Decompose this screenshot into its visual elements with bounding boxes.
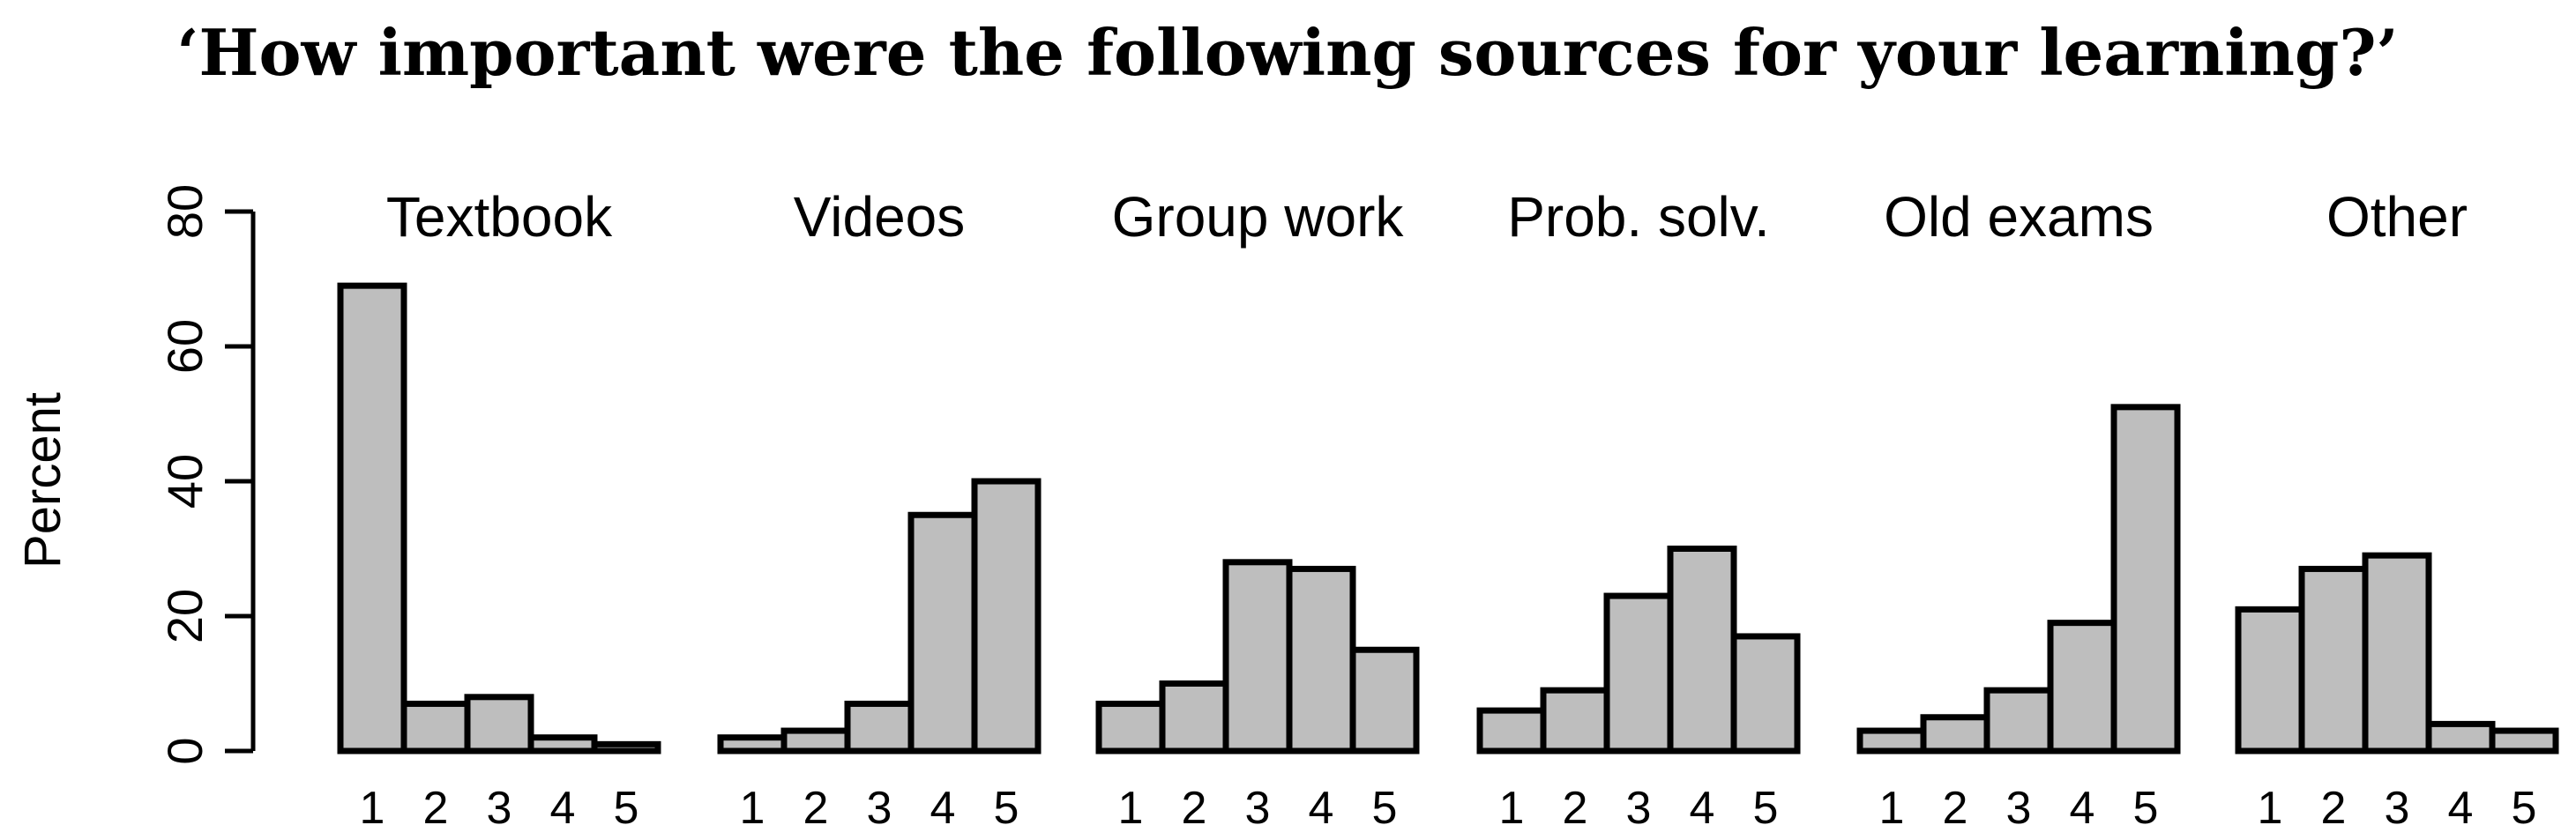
bar xyxy=(1856,727,1927,755)
bar xyxy=(717,734,788,755)
bar xyxy=(2047,620,2117,755)
bar xyxy=(1222,559,1293,755)
panel-label: Other xyxy=(2326,185,2468,249)
x-tick-label: 3 xyxy=(1245,783,1271,834)
x-tick-label: 4 xyxy=(2448,783,2474,834)
x-tick-label: 4 xyxy=(930,783,956,834)
x-tick-label: 2 xyxy=(803,783,829,834)
bar xyxy=(971,478,1042,755)
y-tick-label: 80 xyxy=(157,184,213,239)
bar xyxy=(337,282,407,755)
x-tick-label: 2 xyxy=(423,783,449,834)
panel-videos: Videos 1 2 3 4 5 xyxy=(717,185,1042,834)
x-tick-label: 1 xyxy=(740,783,765,834)
x-tick-label: 5 xyxy=(1372,783,1398,834)
y-axis: 0 20 40 60 80 xyxy=(157,184,256,765)
panel-group-work: Group work 1 2 3 4 5 xyxy=(1095,185,1420,834)
bar xyxy=(2235,606,2305,755)
panel-label: Group work xyxy=(1112,185,1405,249)
x-tick-label: 3 xyxy=(487,783,512,834)
bar xyxy=(907,511,978,755)
bar xyxy=(591,740,661,755)
panel-label: Videos xyxy=(794,185,966,249)
bar xyxy=(1667,546,1737,755)
panel-old-exams: Old exams 1 2 3 4 5 xyxy=(1856,185,2181,834)
panel-label: Prob. solv. xyxy=(1507,185,1770,249)
chart-title: ‘How important were the following source… xyxy=(176,15,2398,90)
bar xyxy=(2425,720,2496,755)
bar xyxy=(780,727,851,755)
bar xyxy=(1349,646,1420,755)
bar xyxy=(464,694,534,755)
panel-label: Old exams xyxy=(1884,185,2154,249)
bar xyxy=(2110,404,2181,755)
bar xyxy=(2298,565,2369,755)
panel-label: Textbook xyxy=(386,185,613,249)
bar xyxy=(1159,680,1229,755)
x-tick-label: 1 xyxy=(1118,783,1144,834)
x-tick-label: 4 xyxy=(1690,783,1715,834)
bar xyxy=(2362,552,2432,755)
x-tick-label: 2 xyxy=(1943,783,1968,834)
x-tick-label: 5 xyxy=(1753,783,1779,834)
x-tick-label: 5 xyxy=(994,783,1019,834)
x-tick-label: 3 xyxy=(867,783,892,834)
y-tick-label: 60 xyxy=(157,319,213,374)
panel-other: Other 1 2 3 4 5 xyxy=(2235,185,2559,834)
bar xyxy=(1476,707,1547,755)
bar xyxy=(1095,700,1166,755)
x-tick-label: 1 xyxy=(360,783,385,834)
bar xyxy=(1730,633,1801,755)
panel-prob-solv: Prob. solv. 1 2 3 4 5 xyxy=(1476,185,1801,834)
bar xyxy=(1286,565,1356,755)
x-tick-label: 1 xyxy=(1499,783,1525,834)
x-tick-label: 4 xyxy=(550,783,576,834)
bar xyxy=(400,700,471,755)
x-tick-label: 5 xyxy=(2133,783,2159,834)
bar xyxy=(1920,714,1990,755)
x-tick-label: 5 xyxy=(2512,783,2537,834)
bar xyxy=(1540,687,1610,755)
panel-textbook: Textbook 1 2 3 4 5 xyxy=(337,185,661,834)
x-tick-label: 5 xyxy=(614,783,639,834)
x-tick-label: 1 xyxy=(2258,783,2283,834)
bar xyxy=(2489,727,2559,755)
y-tick-label: 0 xyxy=(157,737,213,764)
y-axis-label: Percent xyxy=(14,392,71,569)
x-tick-label: 4 xyxy=(2070,783,2095,834)
y-tick-label: 40 xyxy=(157,454,213,509)
x-tick-label: 2 xyxy=(1182,783,1207,834)
bar xyxy=(1603,592,1674,755)
x-tick-label: 4 xyxy=(1309,783,1334,834)
bar xyxy=(844,700,915,755)
x-tick-label: 1 xyxy=(1879,783,1905,834)
bar xyxy=(527,734,598,755)
bar xyxy=(1983,687,2054,755)
x-tick-label: 3 xyxy=(2385,783,2410,834)
x-tick-label: 2 xyxy=(1563,783,1588,834)
x-tick-label: 3 xyxy=(2006,783,2032,834)
x-tick-label: 2 xyxy=(2321,783,2347,834)
x-tick-label: 3 xyxy=(1626,783,1652,834)
y-tick-label: 20 xyxy=(157,589,213,643)
